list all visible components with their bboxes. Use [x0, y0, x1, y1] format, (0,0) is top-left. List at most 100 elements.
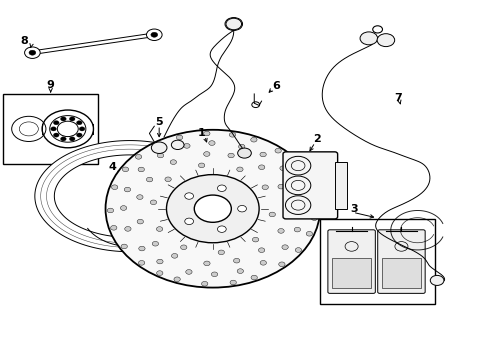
Circle shape: [122, 167, 128, 172]
Circle shape: [183, 144, 190, 148]
Circle shape: [137, 219, 143, 224]
Circle shape: [294, 187, 301, 192]
Circle shape: [150, 200, 156, 204]
Text: 3: 3: [350, 204, 357, 215]
Bar: [3, 94, 98, 164]
Circle shape: [294, 227, 300, 232]
Circle shape: [284, 203, 290, 207]
Circle shape: [146, 29, 162, 41]
Circle shape: [237, 269, 243, 274]
Circle shape: [79, 127, 85, 131]
Text: 9: 9: [47, 80, 55, 90]
Circle shape: [76, 133, 82, 137]
Circle shape: [237, 206, 246, 212]
Circle shape: [53, 121, 59, 125]
Circle shape: [137, 195, 143, 199]
Circle shape: [305, 231, 312, 236]
Circle shape: [225, 18, 241, 30]
Circle shape: [157, 153, 163, 158]
Circle shape: [224, 18, 242, 31]
Circle shape: [198, 163, 204, 168]
Circle shape: [171, 253, 178, 258]
FancyBboxPatch shape: [377, 230, 424, 293]
Circle shape: [305, 181, 312, 186]
Text: 4: 4: [109, 162, 117, 172]
Text: 1: 1: [197, 128, 205, 138]
Circle shape: [154, 143, 161, 148]
Circle shape: [277, 229, 284, 233]
Circle shape: [138, 261, 144, 265]
Circle shape: [76, 121, 82, 125]
Polygon shape: [35, 140, 219, 252]
Circle shape: [138, 167, 144, 172]
Circle shape: [274, 148, 281, 153]
Circle shape: [295, 248, 301, 252]
Circle shape: [429, 275, 443, 285]
Circle shape: [237, 148, 251, 158]
Circle shape: [250, 138, 257, 142]
Bar: [334, 162, 346, 209]
Circle shape: [227, 153, 234, 158]
Circle shape: [61, 117, 66, 121]
Text: 5: 5: [155, 117, 163, 127]
Circle shape: [110, 225, 117, 230]
FancyBboxPatch shape: [283, 152, 337, 219]
Circle shape: [121, 244, 127, 249]
Circle shape: [298, 206, 305, 211]
Circle shape: [279, 166, 285, 171]
Circle shape: [217, 226, 226, 232]
Bar: [320, 220, 434, 304]
Text: 7: 7: [393, 93, 401, 103]
Circle shape: [61, 137, 66, 141]
Circle shape: [176, 135, 183, 140]
Circle shape: [238, 144, 244, 149]
Text: 8: 8: [20, 36, 28, 46]
Circle shape: [250, 275, 257, 280]
Circle shape: [111, 185, 118, 189]
Circle shape: [278, 262, 285, 267]
Circle shape: [156, 227, 163, 231]
Circle shape: [124, 226, 131, 231]
Circle shape: [124, 187, 130, 192]
Circle shape: [156, 271, 163, 275]
Circle shape: [260, 152, 266, 157]
Circle shape: [135, 154, 142, 159]
Circle shape: [211, 272, 217, 276]
Circle shape: [201, 282, 207, 286]
Circle shape: [217, 185, 226, 192]
Circle shape: [310, 216, 317, 220]
Circle shape: [203, 131, 209, 136]
Circle shape: [164, 177, 171, 182]
Bar: [382, 258, 420, 288]
Circle shape: [252, 237, 258, 242]
Circle shape: [260, 261, 266, 265]
Bar: [332, 258, 370, 288]
Circle shape: [174, 277, 180, 282]
Circle shape: [139, 246, 145, 251]
Circle shape: [268, 212, 275, 217]
Circle shape: [180, 245, 186, 249]
Circle shape: [69, 117, 75, 121]
Circle shape: [53, 133, 59, 137]
Circle shape: [29, 50, 36, 55]
Circle shape: [229, 280, 236, 285]
Circle shape: [146, 177, 152, 182]
Circle shape: [218, 250, 224, 255]
Circle shape: [282, 245, 287, 249]
Circle shape: [236, 167, 243, 172]
Circle shape: [151, 32, 158, 37]
Circle shape: [171, 140, 183, 149]
Text: 2: 2: [312, 134, 320, 144]
Circle shape: [277, 184, 284, 189]
Circle shape: [310, 194, 316, 199]
Circle shape: [151, 142, 166, 153]
Circle shape: [208, 141, 215, 145]
Circle shape: [24, 47, 40, 58]
Circle shape: [293, 163, 299, 168]
Circle shape: [376, 34, 394, 46]
Circle shape: [170, 160, 176, 165]
Circle shape: [107, 208, 113, 213]
Circle shape: [203, 261, 210, 266]
Circle shape: [258, 165, 264, 170]
Circle shape: [262, 185, 268, 190]
